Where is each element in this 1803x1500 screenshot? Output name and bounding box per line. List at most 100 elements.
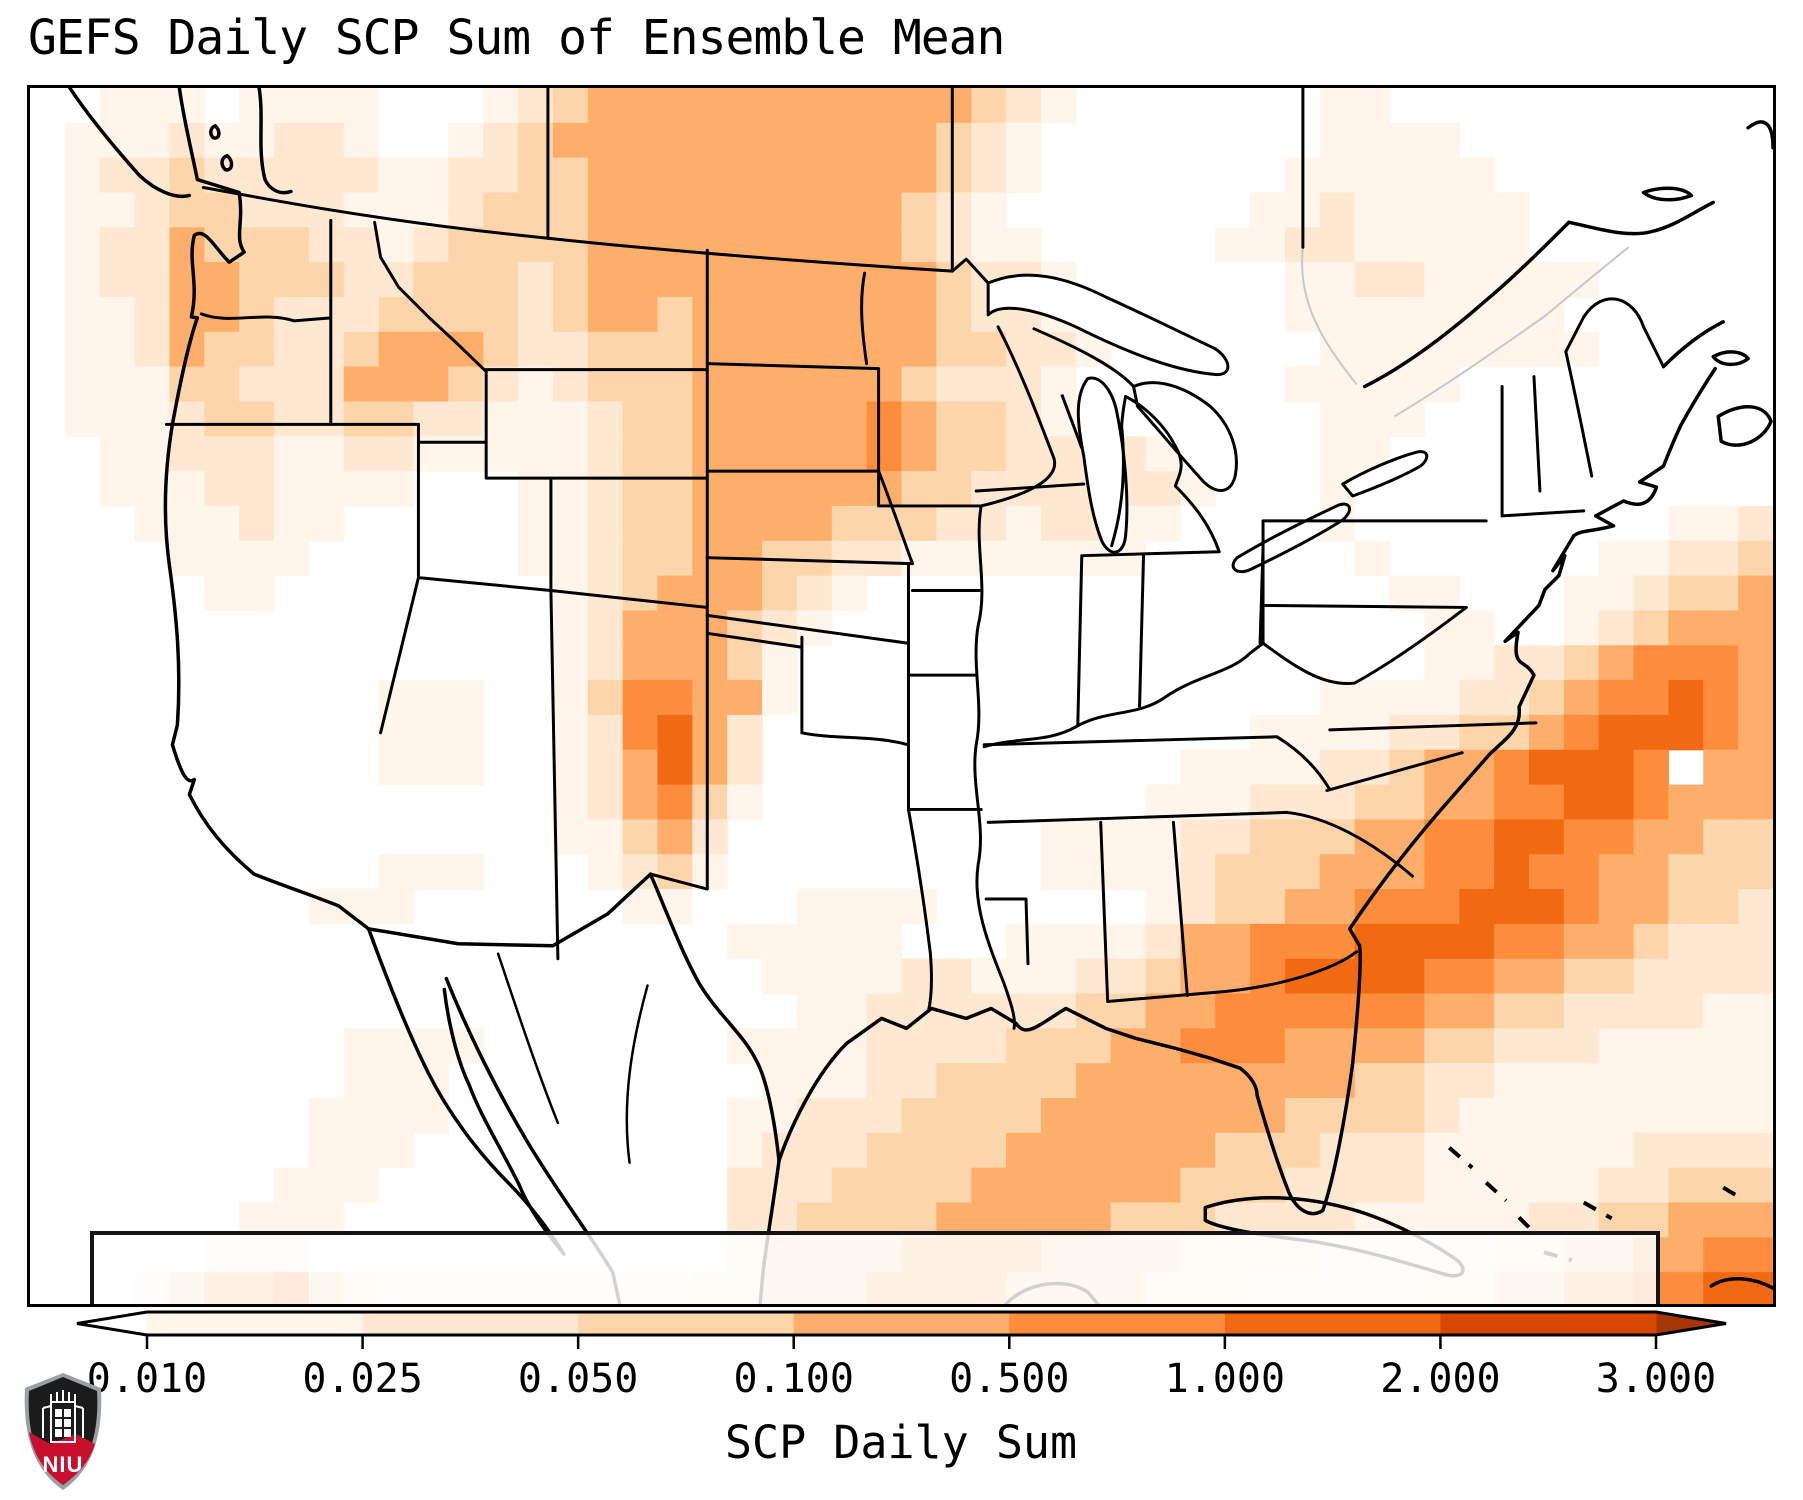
heatmap-cell [901, 192, 937, 228]
heatmap-cell [308, 505, 345, 542]
heatmap-cell [1354, 331, 1391, 368]
heatmap-cell [1180, 1132, 1216, 1169]
heatmap-cell [1633, 784, 1670, 820]
heatmap-cell [1598, 784, 1635, 820]
heatmap-cell [169, 505, 205, 542]
heatmap-cell [1459, 1098, 1495, 1134]
heatmap-cell [796, 227, 833, 263]
heatmap-cell [448, 854, 484, 890]
heatmap-cell [448, 192, 484, 228]
heatmap-cell [169, 157, 205, 194]
heatmap-cell [1668, 819, 1704, 855]
heatmap-cell [1633, 540, 1670, 577]
heatmap-cell [378, 436, 415, 472]
heatmap-cell [169, 262, 205, 298]
heatmap-cell [692, 505, 728, 542]
heatmap-cell [1180, 749, 1216, 786]
heatmap-cell [1528, 1132, 1565, 1169]
heatmap-cell [1459, 610, 1495, 646]
heatmap-cell [378, 854, 415, 890]
colorbar-tick-label: 0.100 [734, 1356, 854, 1402]
heatmap-cell [99, 471, 136, 507]
heatmap-cell [99, 296, 136, 333]
heatmap-cell [1389, 714, 1425, 751]
heatmap-cell [1424, 680, 1460, 716]
heatmap-cell [1668, 610, 1704, 646]
heatmap-cell [727, 401, 763, 437]
heatmap-cell [1459, 714, 1495, 751]
heatmap-cell [762, 1028, 798, 1064]
heatmap-cell [1389, 401, 1425, 437]
colorbar-axis-label: SCP Daily Sum [725, 1416, 1077, 1469]
heatmap-cell [1528, 854, 1565, 890]
heatmap-cell [308, 88, 345, 124]
heatmap-cell [1459, 227, 1495, 263]
heatmap-cell [762, 1167, 798, 1204]
heatmap-cell [936, 471, 972, 507]
heatmap-cell [971, 401, 1007, 437]
heatmap-cell [378, 680, 415, 716]
heatmap-cell [204, 262, 240, 298]
heatmap-cell [308, 1132, 345, 1169]
heatmap-cell [1563, 993, 1600, 1029]
heatmap-cell [99, 227, 136, 263]
heatmap-cell [448, 262, 484, 298]
heatmap-cell [762, 192, 798, 228]
heatmap-cell [1389, 227, 1425, 263]
heatmap-cell [866, 923, 903, 960]
heatmap-cell [1284, 1028, 1321, 1064]
heatmap-cell [204, 540, 240, 577]
heatmap-cell [971, 436, 1007, 472]
heatmap-cell [971, 88, 1007, 124]
heatmap-cell [448, 714, 484, 751]
heatmap-cell [552, 88, 589, 124]
heatmap-cell [378, 1132, 415, 1169]
heatmap-cell [727, 192, 763, 228]
heatmap-cell [622, 505, 659, 542]
heatmap-cell [1633, 645, 1670, 681]
heatmap-cell [762, 122, 798, 159]
heatmap-cell [1703, 958, 1739, 995]
heatmap-cell [622, 331, 659, 368]
heatmap-cell [1703, 1132, 1739, 1169]
heatmap-cell [866, 505, 903, 542]
heatmap-cell [274, 262, 310, 298]
heatmap-cell [1703, 889, 1739, 925]
colorbar-ticks [145, 1335, 1658, 1349]
heatmap-cell [727, 575, 763, 612]
heatmap-cell [1424, 889, 1460, 925]
heatmap-cell [1563, 1132, 1600, 1169]
heatmap-cell [1563, 749, 1600, 786]
heatmap-cell [308, 1167, 345, 1204]
heatmap-cell [1319, 122, 1356, 159]
heatmap-cell [343, 1063, 380, 1099]
heatmap-cell [134, 88, 171, 124]
heatmap-cell [308, 227, 345, 263]
heatmap-cell [692, 819, 728, 855]
state-borders [164, 88, 1665, 1164]
heatmap-cell [901, 1098, 937, 1134]
heatmap-cell [518, 471, 554, 507]
heatmap-cell [1459, 296, 1495, 333]
heatmap-cell [622, 296, 659, 333]
heatmap-cell [1180, 1167, 1216, 1204]
heatmap-cell [552, 471, 589, 507]
heatmap-cell [1738, 1063, 1773, 1099]
heatmap-cell [587, 88, 624, 124]
heatmap-cell [1145, 993, 1181, 1029]
heatmap-cell [762, 645, 798, 681]
heatmap-cell [1110, 1028, 1147, 1064]
colorbar: 0.010 0.025 0.050 0.100 0.500 1.000 2.000 3.000… [76, 1310, 1727, 1469]
heatmap-cell [343, 471, 380, 507]
heatmap-cell [99, 331, 136, 368]
heatmap-cell [692, 331, 728, 368]
heatmap-cell [274, 157, 310, 194]
heatmap-cell [274, 296, 310, 333]
heatmap-cell [483, 122, 519, 159]
heatmap-cell [1354, 157, 1391, 194]
heatmap-cell [727, 366, 763, 403]
heatmap-cell [971, 157, 1007, 194]
heatmap-cell [1389, 1167, 1425, 1204]
heatmap-cell [1598, 819, 1635, 855]
heatmap-cell [971, 993, 1007, 1029]
